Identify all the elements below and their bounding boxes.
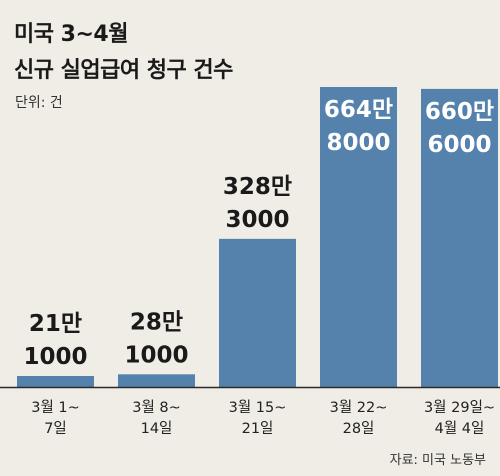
- category-label-4-line-1: 3월 22~: [330, 399, 388, 416]
- data-label-2-line-2: 1000: [124, 342, 188, 368]
- bar-1: [17, 376, 94, 387]
- data-label-4-line-2: 8000: [326, 130, 390, 156]
- category-label-5-line-2: 4월 4일: [435, 420, 485, 437]
- unit-label: 단위: 건: [15, 95, 63, 111]
- data-label-1-line-2: 1000: [23, 344, 87, 370]
- category-label-1-line-2: 7일: [44, 420, 67, 437]
- chart-title-line-1: 미국 3~4월: [14, 22, 128, 47]
- data-label-1-line-1: 21만: [29, 311, 82, 337]
- category-label-3-line-2: 21일: [242, 420, 274, 437]
- bar-3: [219, 238, 296, 387]
- data-label-5-line-2: 6000: [427, 132, 491, 158]
- data-label-5-line-1: 660만: [425, 99, 494, 125]
- bar-2: [118, 374, 195, 387]
- bar-4: [320, 87, 397, 387]
- source-note: 자료: 미국 노동부: [389, 453, 486, 468]
- chart-title-line-2: 신규 실업급여 청구 건수: [14, 58, 233, 83]
- category-label-1-line-1: 3월 1~: [31, 399, 80, 416]
- category-label-5-line-1: 3월 29일~: [424, 399, 495, 416]
- bar-5: [421, 88, 498, 387]
- category-label-2-line-1: 3월 8~: [132, 399, 181, 416]
- category-label-2-line-2: 14일: [141, 420, 173, 437]
- data-label-4-line-1: 664만: [324, 97, 393, 123]
- data-label-3-line-2: 3000: [225, 207, 289, 233]
- category-label-3-line-1: 3월 15~: [229, 399, 287, 416]
- category-label-4-line-2: 28일: [343, 420, 375, 437]
- data-label-3-line-1: 328만: [223, 174, 292, 200]
- data-label-2-line-1: 28만: [130, 309, 183, 335]
